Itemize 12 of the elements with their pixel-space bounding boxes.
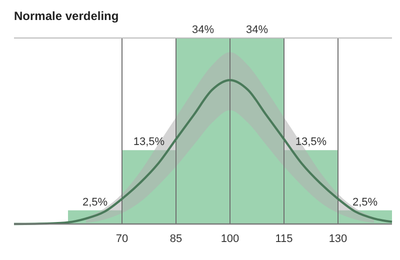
x-tick-label: 70 [116, 233, 128, 245]
data-label: 34% [192, 24, 214, 36]
data-label: 2,5% [82, 196, 108, 208]
data-label: 34% [246, 24, 268, 36]
x-tick-label: 115 [275, 233, 293, 245]
x-tick-label: 130 [328, 233, 348, 245]
x-tick-label: 85 [170, 233, 182, 245]
data-label: 2,5% [352, 196, 378, 208]
chart-title: Normale verdeling [14, 9, 119, 23]
data-label: 13,5% [295, 136, 327, 148]
x-tick-label: 100 [220, 233, 240, 245]
data-label: 13,5% [133, 136, 165, 148]
